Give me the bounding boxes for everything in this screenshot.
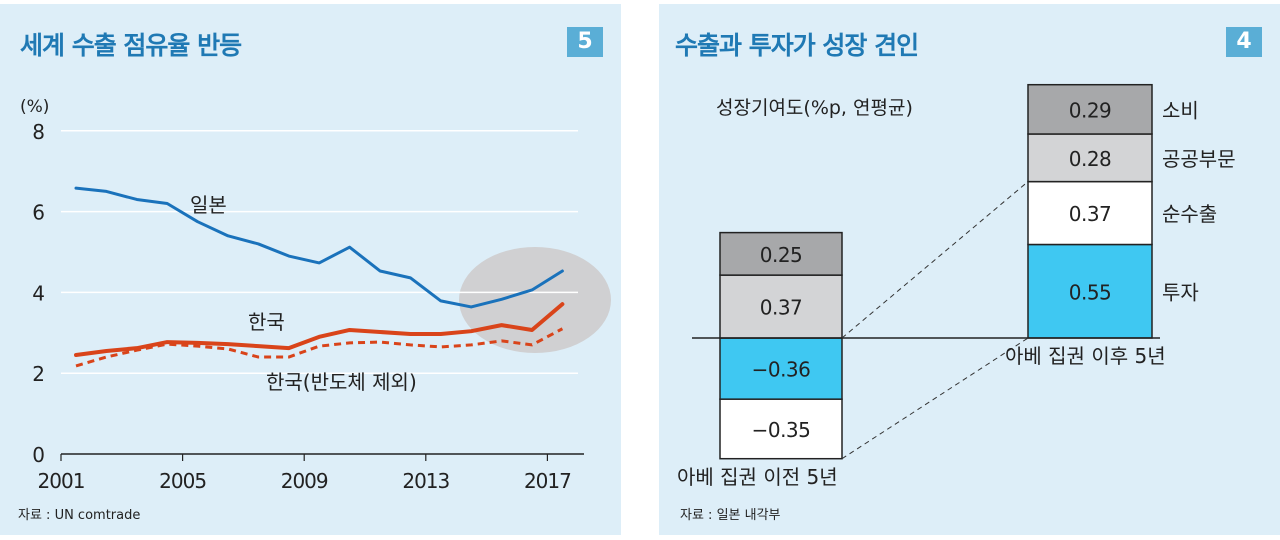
y-axis-label: 성장기여도(%p, 연평균) (716, 97, 913, 119)
y-tick-label: 2 (32, 362, 45, 386)
bar-segment (1027, 133, 1153, 183)
bar-segment (719, 398, 843, 460)
y-tick-label: 4 (32, 281, 45, 305)
series-line-0 (74, 186, 564, 309)
legend-label: 소비 (1162, 98, 1199, 122)
category-label: 아베 집권 이후 5년 (1005, 344, 1166, 368)
connector-dashed-line (841, 181, 1029, 339)
right-chart-title: 수출과 투자가 성장 견인 (675, 31, 919, 60)
x-tick-label: 2013 (402, 469, 449, 493)
x-tick-label: 2009 (281, 469, 328, 493)
bar-value-label: 0.25 (760, 243, 803, 267)
legend-label: 순수출 (1162, 202, 1217, 226)
bar-value-label: 0.28 (1069, 147, 1112, 171)
bar-segment (1027, 243, 1153, 339)
series-label-korea-ex-semi: 한국(반도체 제외) (266, 370, 417, 394)
left-chart-title: 세계 수출 점유율 반등 (20, 31, 242, 60)
right-chart-badge: 4 (1226, 27, 1262, 57)
left-chart-badge: 5 (567, 27, 603, 57)
bar-segment (719, 274, 843, 339)
bar-value-label: 0.37 (1069, 202, 1112, 226)
y-axis-unit-label: (%) (20, 97, 49, 117)
bar-value-label: 0.29 (1069, 98, 1112, 122)
series-label-japan: 일본 (190, 193, 227, 217)
bar-value-label: −0.36 (752, 358, 811, 382)
right-chart-source: 자료 : 일본 내각부 (680, 508, 781, 523)
bar-segment (719, 231, 843, 276)
y-tick-label: 6 (32, 201, 45, 225)
series-line-2 (75, 327, 564, 368)
y-tick-label: 0 (32, 443, 45, 467)
legend-label: 투자 (1162, 280, 1199, 304)
x-tick-label: 2017 (524, 469, 571, 493)
bar-value-label: 0.37 (760, 296, 803, 320)
y-tick-label: 8 (32, 120, 45, 144)
series-line-1 (74, 302, 565, 358)
x-tick-label: 2001 (38, 469, 85, 493)
legend-label: 공공부문 (1162, 147, 1236, 171)
connector-dashed-line (841, 337, 1029, 460)
bar-segment (1027, 83, 1153, 135)
x-tick-label: 2005 (159, 469, 206, 493)
category-label: 아베 집권 이전 5년 (677, 465, 838, 489)
series-label-korea: 한국 (248, 310, 285, 334)
bar-value-label: 0.55 (1069, 280, 1112, 304)
left-chart-source: 자료 : UN comtrade (18, 508, 141, 523)
bar-value-label: −0.35 (752, 418, 811, 442)
